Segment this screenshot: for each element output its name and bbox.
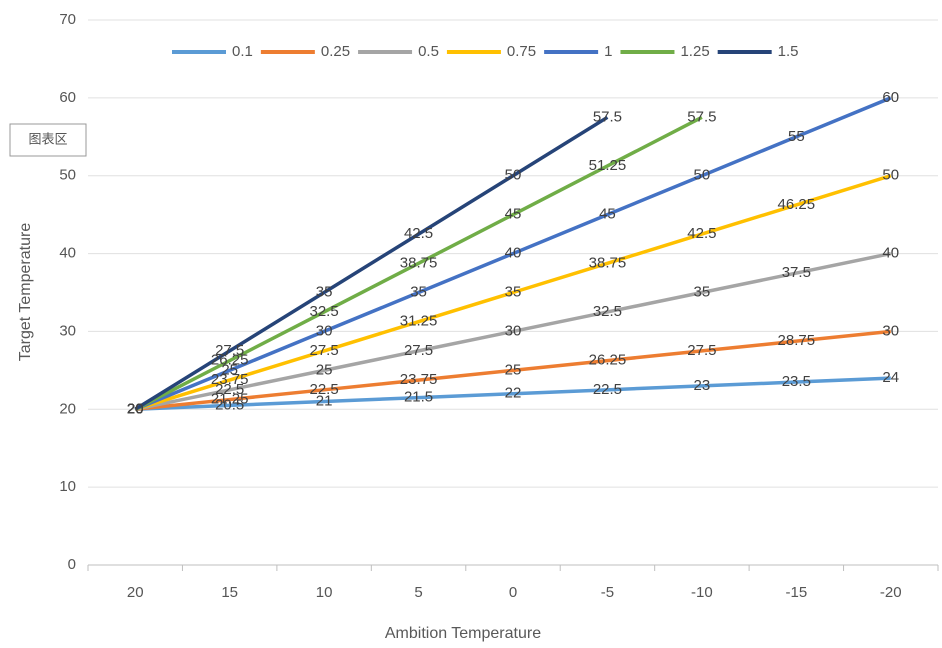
legend-label: 0.5: [418, 43, 439, 60]
data-label: 35: [316, 283, 333, 300]
tooltip-box: [9, 123, 87, 157]
series-line: [134, 251, 892, 411]
data-label: 20: [127, 400, 144, 417]
data-label: 27.5: [215, 342, 244, 359]
data-label: 21.5: [404, 389, 433, 406]
series-line: [135, 329, 891, 412]
data-label: 23: [694, 377, 711, 394]
data-label: 21: [316, 392, 333, 409]
x-tick-label: 10: [316, 584, 333, 601]
data-label: 38.75: [400, 254, 438, 271]
legend-label: 0.75: [507, 43, 536, 60]
data-label: 57.5: [593, 108, 622, 125]
data-label: 27.5: [687, 342, 716, 359]
data-label: 35: [505, 283, 522, 300]
data-label: 24: [882, 369, 899, 386]
data-label: 40: [505, 245, 522, 262]
y-tick-label: 10: [59, 478, 76, 495]
data-label: 20: [127, 400, 144, 417]
series-line: [134, 115, 703, 411]
data-label: 20: [127, 400, 144, 417]
data-label: 32.5: [310, 303, 339, 320]
data-label: 51.25: [589, 157, 627, 174]
data-label: 22.5: [593, 381, 622, 398]
y-tick-label: 70: [59, 11, 76, 28]
data-label: 20: [127, 400, 144, 417]
y-tick-label: 20: [59, 400, 76, 417]
data-label: 32.5: [593, 303, 622, 320]
data-label: 46.25: [778, 196, 816, 213]
data-label: 50: [505, 167, 522, 184]
data-label: 45: [505, 206, 522, 223]
data-label: 26.25: [589, 352, 627, 369]
data-label: 23.75: [400, 371, 438, 388]
legend-label: 0.1: [232, 43, 253, 60]
data-label: 35: [694, 283, 711, 300]
y-axis-title: Target Temperature: [17, 223, 34, 362]
data-label: 20: [127, 400, 144, 417]
x-tick-label: -20: [880, 584, 902, 601]
legend-label: 0.25: [321, 43, 350, 60]
data-label: 23.5: [782, 373, 811, 390]
data-label: 22.5: [215, 381, 244, 398]
x-tick-label: -5: [601, 584, 614, 601]
tooltip: 图表区: [28, 131, 67, 146]
data-label: 50: [694, 167, 711, 184]
data-label: 40: [882, 245, 899, 262]
x-tick-label: 20: [127, 584, 144, 601]
y-tick-label: 40: [59, 245, 76, 262]
data-label: 25: [505, 361, 522, 378]
x-tick-label: 15: [221, 584, 238, 601]
data-label: 42.5: [404, 225, 433, 242]
data-label: 37.5: [782, 264, 811, 281]
series-line: [134, 174, 892, 411]
x-axis-title: Ambition Temperature: [385, 625, 541, 642]
data-label: 20: [127, 400, 144, 417]
y-tick-label: 50: [59, 167, 76, 184]
data-label: 38.75: [589, 254, 627, 271]
data-label: 42.5: [687, 225, 716, 242]
x-tick-label: -15: [785, 584, 807, 601]
series-line: [135, 376, 891, 412]
data-label: 45: [599, 206, 616, 223]
data-label: 22.5: [310, 381, 339, 398]
y-tick-label: 0: [68, 556, 76, 573]
data-label: 60: [882, 89, 899, 106]
data-label: 55: [788, 128, 805, 145]
data-label: 57.5: [687, 108, 716, 125]
legend-label: 1.5: [778, 43, 799, 60]
data-label: 20.5: [215, 396, 244, 413]
legend-label: 1: [604, 43, 612, 60]
y-tick-label: 60: [59, 89, 76, 106]
data-label: 28.75: [778, 332, 816, 349]
y-tick-label: 30: [59, 322, 76, 339]
series-line: [134, 96, 892, 411]
legend-label: 1.25: [680, 43, 709, 60]
x-tick-label: 5: [414, 584, 422, 601]
data-label: 35: [410, 283, 427, 300]
data-label: 30: [505, 322, 522, 339]
x-tick-label: 0: [509, 584, 517, 601]
data-label: 30: [316, 322, 333, 339]
data-label: 30: [882, 322, 899, 339]
data-label: 21.25: [211, 391, 249, 408]
data-label: 22: [505, 385, 522, 402]
data-label: 23.75: [211, 371, 249, 388]
data-label: 26.25: [211, 352, 249, 369]
data-label: 27.5: [404, 342, 433, 359]
data-label: 25: [316, 361, 333, 378]
data-label: 50: [882, 167, 899, 184]
data-label: 31.25: [400, 313, 438, 330]
series-line: [134, 115, 609, 411]
data-label: 20: [127, 400, 144, 417]
data-label: 27.5: [310, 342, 339, 359]
x-tick-label: -10: [691, 584, 713, 601]
data-label: 25: [221, 361, 238, 378]
